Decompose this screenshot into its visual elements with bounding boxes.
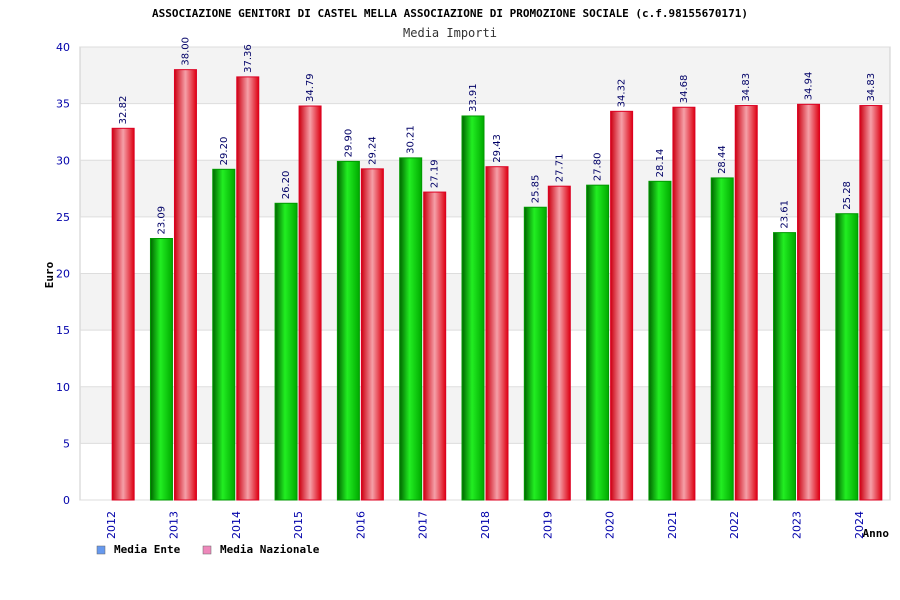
plot-band	[80, 386, 890, 444]
bar-media-ente	[523, 206, 547, 501]
x-tick-label: 2023	[791, 511, 804, 539]
data-label: 27.19	[430, 159, 441, 188]
x-tick-label: 2015	[292, 511, 305, 539]
bar-media-ente	[461, 115, 485, 501]
x-tick-label: 2017	[417, 511, 430, 539]
data-label: 29.20	[219, 137, 230, 166]
bar-media-ente	[586, 184, 610, 501]
bar-media-ente	[710, 177, 734, 501]
data-label: 32.82	[118, 96, 129, 125]
bar-media-ente	[399, 157, 423, 501]
data-label: 34.83	[741, 73, 752, 102]
data-label: 25.28	[842, 181, 853, 210]
bars	[111, 69, 883, 501]
bar-media-nazionale	[672, 106, 696, 501]
bar-media-nazionale	[734, 105, 758, 501]
chart-subtitle: Media Importi	[403, 26, 497, 40]
data-label: 33.91	[468, 83, 479, 112]
y-tick-label: 25	[56, 211, 70, 224]
data-label: 34.79	[305, 73, 316, 102]
data-label: 34.83	[866, 73, 877, 102]
data-label: 29.43	[492, 134, 503, 163]
plot-band	[80, 47, 890, 104]
plot-band	[80, 443, 890, 500]
data-label: 26.20	[281, 171, 292, 200]
x-axis-label: Anno	[863, 527, 890, 540]
x-tick-label: 2022	[728, 511, 741, 539]
bar-media-ente	[773, 232, 797, 501]
x-tick-label: 2018	[479, 511, 492, 539]
bar-media-nazionale	[236, 76, 260, 501]
x-tick-label: 2021	[666, 511, 679, 539]
x-tick-label: 2024	[853, 511, 866, 539]
data-label: 28.44	[717, 145, 728, 174]
y-tick-label: 30	[56, 154, 70, 167]
y-axis-ticks: 0 5 10 15 20 25 30 35 40	[56, 41, 70, 507]
x-tick-label: 2012	[105, 511, 118, 539]
plot-band	[80, 273, 890, 331]
bar-media-ente	[648, 180, 672, 501]
y-tick-label: 5	[63, 437, 70, 450]
x-tick-label: 2016	[354, 511, 367, 539]
plot-band	[80, 103, 890, 161]
x-tick-label: 2019	[541, 511, 554, 539]
legend-label: Media Nazionale	[220, 543, 320, 556]
data-label: 25.85	[530, 175, 541, 204]
data-label: 27.80	[593, 153, 604, 182]
bar-media-nazionale	[610, 110, 634, 501]
data-label: 37.36	[243, 44, 254, 73]
y-tick-label: 10	[56, 381, 70, 394]
x-tick-label: 2014	[230, 511, 243, 539]
x-tick-label: 2013	[167, 511, 180, 539]
bar-media-nazionale	[111, 127, 135, 501]
x-tick-label: 2020	[604, 511, 617, 539]
bar-media-nazionale	[547, 185, 571, 501]
bar-media-nazionale	[360, 168, 384, 501]
data-label: 23.61	[780, 200, 791, 229]
plot-band	[80, 330, 890, 387]
bar-media-nazionale	[797, 103, 821, 501]
chart-title: ASSOCIAZIONE GENITORI DI CASTEL MELLA AS…	[152, 7, 748, 20]
bar-media-ente	[336, 160, 360, 501]
plot-band	[80, 160, 890, 217]
bar-media-ente	[149, 238, 173, 501]
legend: Media Ente Media Nazionale	[96, 543, 320, 556]
legend-swatch	[96, 545, 106, 555]
bar-media-nazionale	[859, 105, 883, 501]
legend-label: Media Ente	[114, 543, 181, 556]
x-axis-ticks: 2012 2013 2014 2015 2016 2017 2018 2019 2020 2021…	[105, 511, 866, 539]
data-label: 28.14	[655, 149, 666, 178]
y-tick-label: 35	[56, 98, 70, 111]
bar-media-ente	[212, 168, 236, 501]
bar-media-nazionale	[173, 69, 197, 501]
plot-band	[80, 216, 890, 274]
y-tick-label: 0	[63, 494, 70, 507]
bar-media-ente	[835, 213, 859, 501]
y-tick-label: 15	[56, 324, 70, 337]
data-label: 34.94	[804, 72, 815, 101]
data-label: 30.21	[406, 125, 417, 154]
data-label: 29.24	[367, 136, 378, 165]
data-labels: 32.82 23.09 38.00 29.20 37.36 26.20 34.79 29.90…	[118, 37, 877, 234]
y-axis-label: Euro	[43, 261, 56, 288]
data-label: 38.00	[180, 37, 191, 66]
legend-swatch	[202, 545, 212, 555]
bar-media-nazionale	[298, 105, 322, 501]
data-label: 34.68	[679, 75, 690, 104]
bar-media-nazionale	[423, 191, 447, 501]
bar-media-ente	[274, 202, 298, 501]
bar-media-nazionale	[485, 166, 509, 501]
y-tick-label: 40	[56, 41, 70, 54]
data-label: 27.71	[554, 154, 565, 183]
y-tick-label: 20	[56, 268, 70, 281]
data-label: 34.32	[617, 79, 628, 108]
data-label: 23.09	[156, 206, 167, 235]
data-label: 29.90	[343, 129, 354, 158]
